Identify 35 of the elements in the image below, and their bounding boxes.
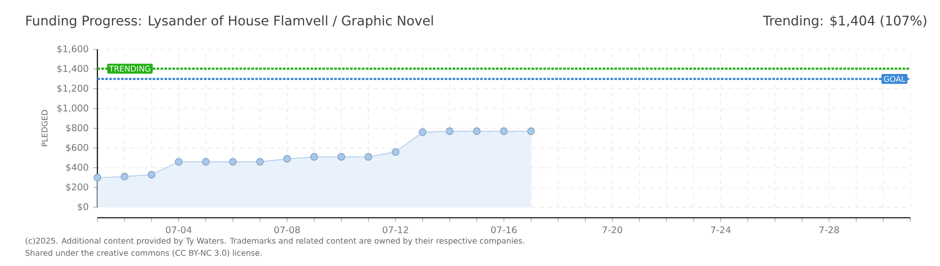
x-tick-label: 07-08	[274, 226, 300, 234]
x-tick-label: 07-12	[382, 226, 408, 234]
point	[148, 170, 156, 178]
chart-title: Funding Progress: Lysander of House Flamvell / Graphic Novel	[26, 15, 433, 28]
point	[310, 152, 318, 160]
y-tick-label: $1,200	[57, 84, 88, 93]
y-tick-label: $1,400	[57, 64, 88, 74]
point	[120, 172, 128, 180]
x-tick-label: 7-28	[819, 226, 839, 234]
point	[446, 127, 454, 135]
y-tick-label: $0	[78, 202, 88, 212]
x-tick-label: 07-04	[166, 226, 192, 234]
y-tick-label: $1,000	[57, 104, 88, 113]
point	[229, 158, 237, 166]
point	[418, 128, 426, 136]
point	[174, 158, 183, 166]
point	[364, 152, 372, 160]
y-tick-label: $400	[66, 163, 88, 172]
point	[337, 152, 346, 160]
x-tick-label: 07-16	[491, 226, 517, 234]
point	[202, 158, 210, 166]
y-tick-label: $800	[66, 124, 88, 132]
y-tick-label: $200	[66, 183, 88, 192]
y-tick-label: $1,600	[57, 44, 88, 54]
x-tick-label: 7-20	[602, 226, 622, 234]
point	[283, 154, 291, 162]
point	[472, 127, 481, 135]
y-tick-label: $600	[66, 144, 88, 152]
point	[392, 148, 400, 156]
point	[527, 127, 535, 135]
chart-subtitle: Trending: $1,404 (107%)	[762, 15, 926, 28]
point	[500, 127, 508, 135]
x-tick-label: 7-24	[711, 226, 731, 233]
point	[94, 174, 102, 182]
point	[256, 158, 264, 166]
